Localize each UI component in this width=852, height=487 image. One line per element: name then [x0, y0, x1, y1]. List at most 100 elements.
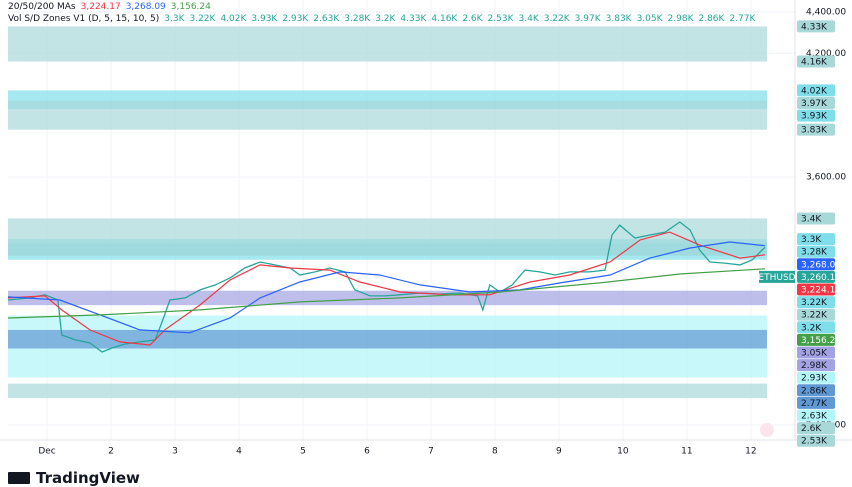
price-tag-label: 3,224.17 [801, 285, 841, 295]
zone-value: 3.97K [574, 14, 601, 24]
price-tag [797, 321, 835, 334]
price-tag [797, 123, 835, 136]
price-tag [797, 422, 835, 435]
zone-value: 3.22K [543, 14, 570, 24]
moving-average [7, 241, 765, 334]
price-tag [797, 396, 835, 409]
x-tick-label: 3 [172, 447, 178, 457]
price-tag [797, 84, 835, 97]
price-tag [797, 233, 835, 246]
price-tag [797, 258, 835, 271]
x-tick-label: 12 [745, 447, 756, 457]
brand-name: TradingView [36, 469, 140, 487]
supply-demand-zone [8, 100, 767, 130]
y-tick-label: 3,600.00 [806, 173, 846, 183]
zone-value: 2.93K [282, 14, 309, 24]
branding: TradingView [8, 469, 140, 487]
price-tag-label: 3.22K [801, 311, 828, 321]
price-tag [797, 109, 835, 122]
price-tag-label: 3.22K [801, 298, 828, 308]
price-tag-label: 3.28K [801, 248, 828, 258]
x-tick-label: Dec [38, 447, 55, 457]
price-tag-label: 2.98K [801, 361, 828, 371]
price-tag [797, 333, 835, 346]
price-tag-label: 3,156.24 [801, 336, 841, 346]
x-tick-label: 4 [236, 447, 242, 457]
price-tag [797, 384, 835, 397]
logo [8, 472, 30, 484]
zone-values: 3.3K 3.22K 4.02K 3.93K 2.93K 2.63K 3.28K 3.2K 4.… [164, 14, 760, 24]
price-tag [797, 434, 835, 447]
price-tag [797, 283, 835, 296]
price-tag [797, 359, 835, 372]
zone-value: 4.16K [431, 14, 458, 24]
zone-value: 2.98K [667, 14, 694, 24]
price-tag-label: 3.3K [801, 235, 822, 245]
symbol-label: ETHUSD [758, 273, 795, 283]
price-tag-label: 4.02K [801, 86, 828, 96]
zone-value: 2.53K [487, 14, 514, 24]
zone-value: 3.83K [605, 14, 632, 24]
ma-value: 3,224.17 [80, 2, 121, 12]
price-tag [797, 245, 835, 258]
price-tag-label: 3.2K [801, 323, 822, 333]
zone-value: 3.28K [344, 14, 371, 24]
price-tag-label: 4.33K [801, 22, 828, 32]
zone-value: 3.4K [518, 14, 539, 24]
price-tag [797, 270, 835, 283]
price-tag-label: 3.4K [801, 214, 822, 224]
price-tag-label: 3.97K [801, 99, 828, 109]
ma-value: 3,156.24 [170, 2, 211, 12]
indicator-name: 20/50/200 MAs [8, 2, 76, 12]
zone-value: 4.33K [400, 14, 427, 24]
price-tag-label: 3,260.15 [801, 273, 841, 283]
price-tag [797, 212, 835, 225]
price-tag-label: 3.93K [801, 112, 828, 122]
zone-value: 3.93K [251, 14, 278, 24]
price-tag [797, 296, 835, 309]
zone-value: 3.3K [164, 14, 185, 24]
price-tag-label: 3.83K [801, 126, 828, 136]
ma-value: 3,268.09 [125, 2, 166, 12]
zone-value: 2.86K [698, 14, 725, 24]
price-tag [797, 346, 835, 359]
price-tag [797, 97, 835, 110]
price-tag-label: 2.93K [801, 374, 828, 384]
x-tick-label: 8 [492, 447, 498, 457]
y-tick-label: 4,200.00 [806, 49, 846, 59]
price-tag-label: 2.6K [801, 424, 822, 434]
price-tag [797, 55, 835, 68]
zone-value: 2.6K [462, 14, 483, 24]
zone-value: 3.2K [375, 14, 396, 24]
moving-average [7, 231, 765, 346]
supply-demand-zone [8, 329, 767, 349]
price-tag-label: 3.05K [801, 348, 828, 358]
zone-value: 4.02K [220, 14, 247, 24]
price-tag [797, 308, 835, 321]
x-tick-label: 11 [681, 447, 692, 457]
zone-value: 2.63K [313, 14, 340, 24]
zone-value: 3.05K [636, 14, 663, 24]
price-tag-label: 2.77K [801, 399, 828, 409]
x-tick-label: 6 [364, 447, 370, 457]
price-tag-label: 2.86K [801, 386, 828, 396]
price-tag [797, 409, 835, 422]
x-tick-label: 5 [300, 447, 306, 457]
y-tick-label: 4,400.00 [806, 7, 846, 17]
price-tag-label: 2.53K [801, 437, 828, 447]
price-tag-label: 3,268.09 [801, 260, 841, 270]
price-tag-label: 2.63K [801, 411, 828, 421]
x-tick-label: 9 [556, 447, 562, 457]
price-tag-label: 4.16K [801, 58, 828, 68]
x-tick-label: 2 [108, 447, 114, 457]
zones-header: Vol S/D Zones V1 (D, 5, 15, 10, 5) 3.3K 3.… [8, 14, 765, 24]
moving-average [7, 268, 765, 319]
ma-values: 3,224.17 3,268.09 3,156.24 [81, 2, 216, 12]
x-tick-label: 10 [617, 447, 629, 457]
supply-demand-zone [8, 383, 767, 399]
zones-title: Vol S/D Zones V1 (D, 5, 15, 10, 5) [8, 14, 160, 24]
x-tick-label: 7 [428, 447, 434, 457]
icon [760, 423, 774, 437]
